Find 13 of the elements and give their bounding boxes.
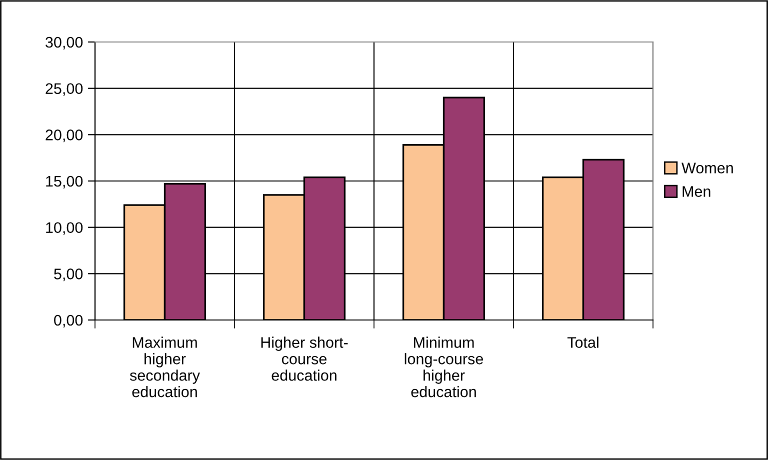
y-tick-label: 10,00: [46, 222, 83, 235]
x-tick-label: Total: [567, 336, 598, 348]
x-tick-label: Higher short- course education: [261, 336, 348, 381]
legend-label: Women: [682, 162, 733, 174]
y-tick-label: 15,00: [46, 176, 83, 188]
legend-label: Men: [682, 186, 710, 197]
x-tick-label: Maximum higher secondary education: [130, 336, 200, 398]
x-tick-label: Minimum long-course higher education: [404, 336, 483, 398]
y-tick-label: 30,00: [46, 36, 83, 50]
y-tick-label: 5,00: [54, 268, 83, 282]
y-tick-label: 25,00: [46, 83, 83, 96]
y-tick-label: 0,00: [54, 314, 83, 328]
y-tick-label: 20,00: [46, 130, 83, 142]
